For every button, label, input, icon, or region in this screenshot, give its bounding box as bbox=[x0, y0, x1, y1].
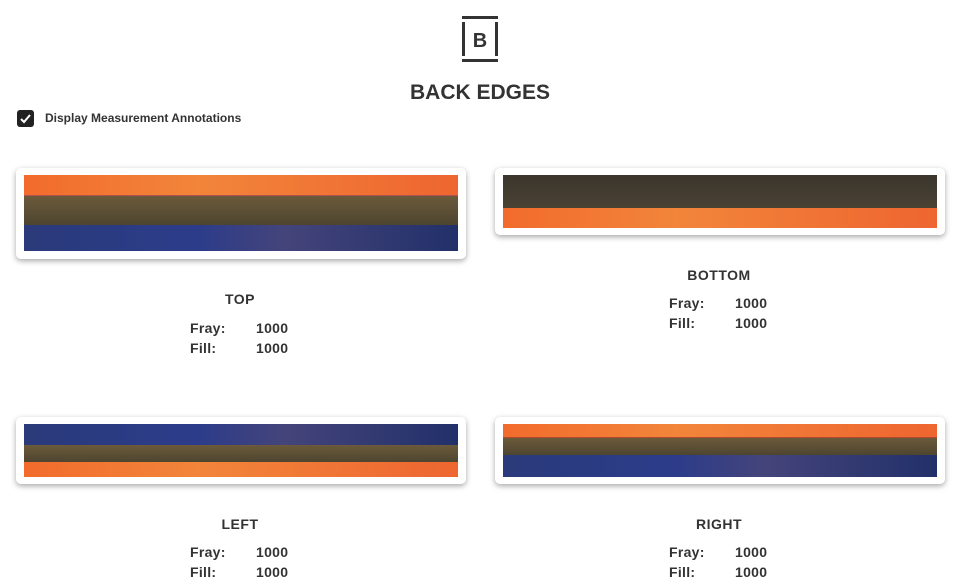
svg-text:B: B bbox=[473, 30, 487, 52]
edge-image-right bbox=[503, 424, 937, 477]
fill-label: Fill: bbox=[669, 564, 696, 580]
edge-card-right[interactable] bbox=[495, 417, 945, 484]
fill-label: Fill: bbox=[190, 564, 217, 580]
edge-image-left bbox=[24, 424, 458, 477]
fray-label: Fray: bbox=[669, 544, 705, 560]
check-icon bbox=[20, 114, 31, 124]
brand-logo: B bbox=[462, 16, 498, 62]
annotations-label[interactable]: Display Measurement Annotations bbox=[45, 111, 242, 125]
edge-label-top: TOP bbox=[224, 291, 256, 307]
edge-label-left: LEFT bbox=[221, 516, 259, 532]
fill-value: 1000 bbox=[735, 315, 768, 331]
fill-value: 1000 bbox=[735, 564, 768, 580]
fray-value: 1000 bbox=[256, 544, 289, 560]
fray-value: 1000 bbox=[256, 320, 289, 336]
edge-card-bottom[interactable] bbox=[495, 168, 945, 235]
edge-image-bottom bbox=[503, 175, 937, 228]
annotations-checkbox[interactable] bbox=[17, 110, 34, 127]
fill-label: Fill: bbox=[190, 340, 217, 356]
page-title: BACK EDGES bbox=[409, 81, 551, 104]
fray-label: Fray: bbox=[669, 295, 705, 311]
edge-card-top[interactable] bbox=[16, 168, 466, 259]
edge-card-left[interactable] bbox=[16, 417, 466, 484]
edge-label-right: RIGHT bbox=[695, 516, 743, 532]
fray-value: 1000 bbox=[735, 295, 768, 311]
fray-value: 1000 bbox=[735, 544, 768, 560]
fill-value: 1000 bbox=[256, 340, 289, 356]
fray-label: Fray: bbox=[190, 544, 226, 560]
edge-label-bottom: BOTTOM bbox=[687, 267, 751, 283]
edge-image-top bbox=[24, 175, 458, 252]
fill-value: 1000 bbox=[256, 564, 289, 580]
fray-label: Fray: bbox=[190, 320, 226, 336]
fill-label: Fill: bbox=[669, 315, 696, 331]
